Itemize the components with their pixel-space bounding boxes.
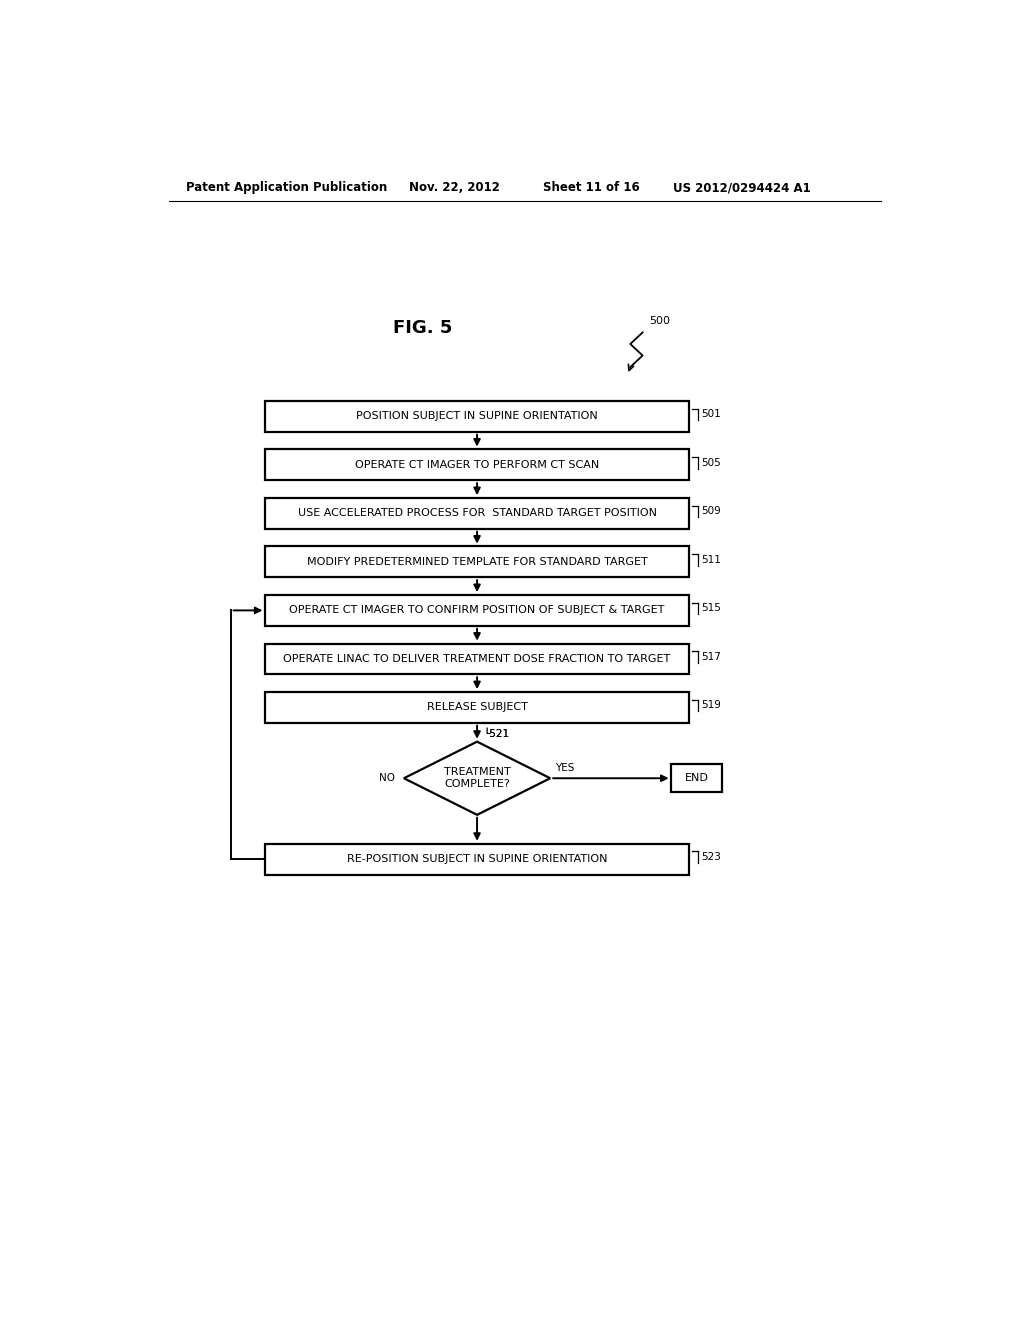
FancyBboxPatch shape	[672, 764, 722, 792]
Text: RELEASE SUBJECT: RELEASE SUBJECT	[427, 702, 527, 713]
Text: 517: 517	[701, 652, 721, 661]
Text: TREATMENT
COMPLETE?: TREATMENT COMPLETE?	[443, 767, 510, 789]
Text: Nov. 22, 2012: Nov. 22, 2012	[410, 181, 500, 194]
Text: 505: 505	[701, 458, 721, 467]
Text: 515: 515	[701, 603, 721, 612]
Text: FIG. 5: FIG. 5	[393, 319, 453, 337]
Text: Patent Application Publication: Patent Application Publication	[186, 181, 387, 194]
Text: RE-POSITION SUBJECT IN SUPINE ORIENTATION: RE-POSITION SUBJECT IN SUPINE ORIENTATIO…	[347, 854, 607, 865]
Text: OPERATE CT IMAGER TO CONFIRM POSITION OF SUBJECT & TARGET: OPERATE CT IMAGER TO CONFIRM POSITION OF…	[290, 606, 665, 615]
FancyBboxPatch shape	[265, 546, 689, 577]
FancyBboxPatch shape	[265, 595, 689, 626]
Text: POSITION SUBJECT IN SUPINE ORIENTATION: POSITION SUBJECT IN SUPINE ORIENTATION	[356, 412, 598, 421]
Text: NO: NO	[379, 774, 394, 783]
Text: 509: 509	[701, 506, 721, 516]
FancyBboxPatch shape	[265, 843, 689, 875]
Text: 523: 523	[701, 851, 721, 862]
FancyBboxPatch shape	[265, 498, 689, 529]
Text: MODIFY PREDETERMINED TEMPLATE FOR STANDARD TARGET: MODIFY PREDETERMINED TEMPLATE FOR STANDA…	[306, 557, 647, 566]
Text: 501: 501	[701, 409, 721, 418]
Polygon shape	[403, 742, 550, 814]
Text: YES: YES	[555, 763, 574, 774]
Text: └521: └521	[483, 729, 509, 739]
FancyBboxPatch shape	[265, 401, 689, 432]
FancyBboxPatch shape	[265, 644, 689, 675]
Text: OPERATE CT IMAGER TO PERFORM CT SCAN: OPERATE CT IMAGER TO PERFORM CT SCAN	[355, 459, 599, 470]
Text: OPERATE LINAC TO DELIVER TREATMENT DOSE FRACTION TO TARGET: OPERATE LINAC TO DELIVER TREATMENT DOSE …	[284, 653, 671, 664]
Text: US 2012/0294424 A1: US 2012/0294424 A1	[674, 181, 811, 194]
Text: USE ACCELERATED PROCESS FOR  STANDARD TARGET POSITION: USE ACCELERATED PROCESS FOR STANDARD TAR…	[298, 508, 656, 519]
FancyBboxPatch shape	[265, 449, 689, 480]
Text: 500: 500	[649, 317, 670, 326]
Text: 511: 511	[701, 554, 721, 565]
Text: 519: 519	[701, 700, 721, 710]
Text: Sheet 11 of 16: Sheet 11 of 16	[543, 181, 639, 194]
Text: └521: └521	[483, 729, 509, 739]
Text: END: END	[685, 774, 709, 783]
FancyBboxPatch shape	[265, 692, 689, 723]
